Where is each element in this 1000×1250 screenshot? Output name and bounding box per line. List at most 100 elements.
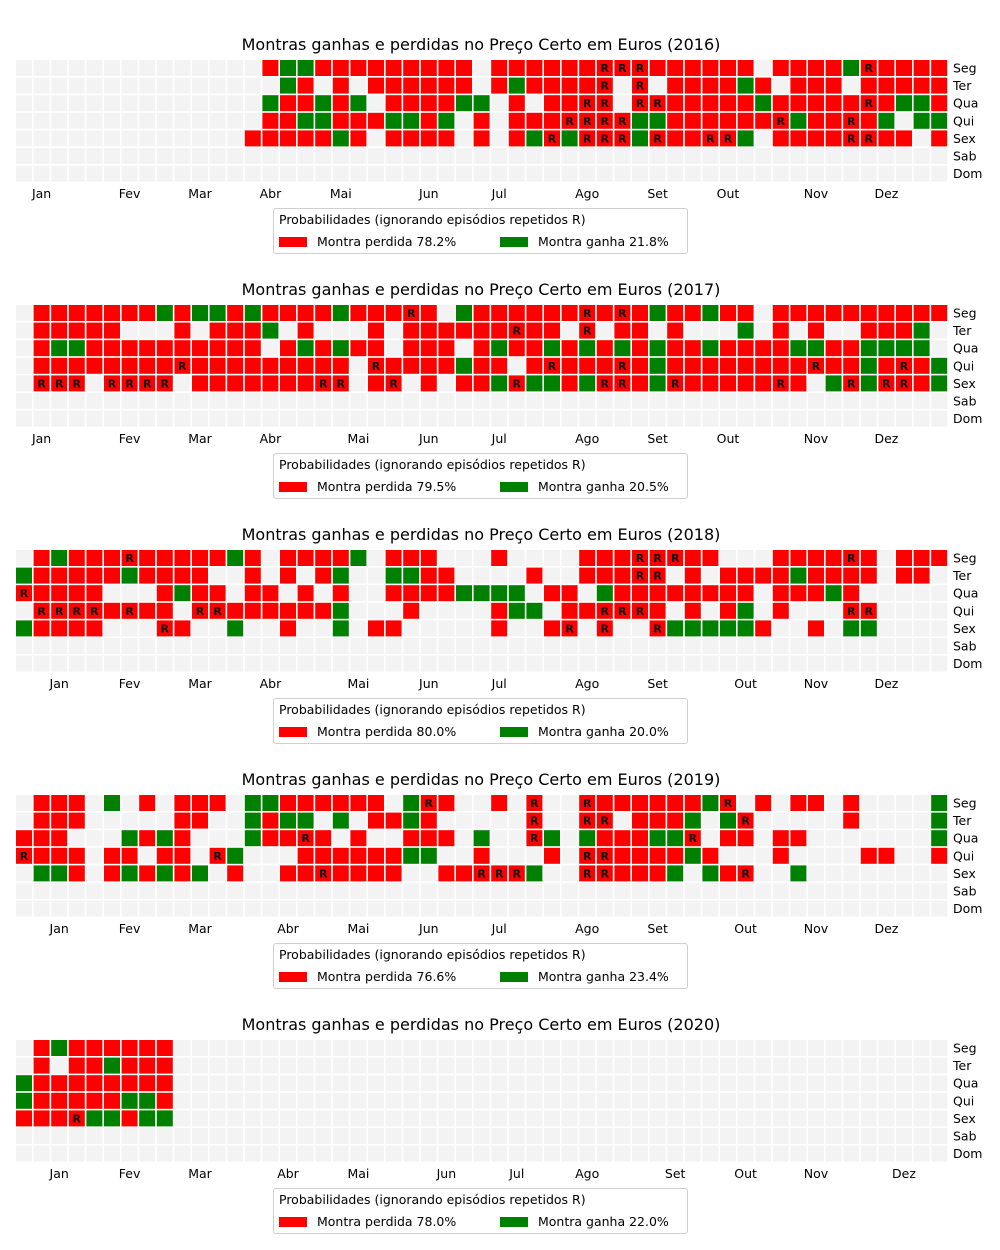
empty-cell [33, 77, 50, 94]
empty-cell [526, 883, 543, 899]
empty-cell [737, 1057, 754, 1074]
won-cell [456, 305, 472, 321]
lost-cell [526, 77, 543, 94]
empty-cell [667, 1075, 684, 1092]
repeat-mark: R [495, 867, 504, 880]
won-cell [931, 112, 948, 129]
won-cell [332, 130, 349, 147]
empty-cell [825, 865, 842, 882]
empty-cell [209, 1075, 226, 1092]
empty-cell [332, 655, 349, 672]
empty-cell [667, 638, 684, 654]
empty-cell [755, 322, 772, 339]
lost-cell [51, 585, 68, 602]
lost-cell [702, 77, 719, 94]
lost-cell [720, 60, 736, 76]
won-cell [438, 112, 455, 129]
repeat-cell [614, 130, 631, 147]
empty-cell [491, 1075, 508, 1092]
won-cell [526, 602, 543, 619]
repeat-cell [632, 60, 648, 76]
lost-cell [473, 847, 490, 864]
won-cell [508, 585, 525, 602]
empty-cell [579, 1075, 596, 1092]
empty-cell [720, 1110, 736, 1127]
empty-cell [332, 148, 349, 164]
empty-cell [51, 655, 68, 672]
lost-cell [913, 567, 930, 584]
lost-cell [878, 847, 895, 864]
lost-cell [174, 847, 191, 864]
lost-cell [139, 830, 156, 847]
empty-cell [403, 655, 420, 672]
lost-cell [104, 305, 120, 321]
lost-cell [596, 305, 613, 321]
empty-cell [332, 410, 349, 427]
lost-cell [860, 112, 877, 129]
repeat-mark: R [847, 377, 856, 390]
won-cell [702, 340, 719, 357]
month-label: Fev [119, 186, 141, 201]
won-cell [843, 620, 860, 637]
empty-cell [526, 1092, 543, 1109]
lost-cell [667, 357, 684, 374]
empty-cell [772, 883, 789, 899]
empty-cell [913, 812, 930, 829]
empty-cell [104, 620, 120, 637]
empty-cell [737, 1145, 754, 1162]
repeat-mark: R [73, 605, 82, 618]
lost-cell [649, 60, 666, 76]
lost-cell [720, 567, 736, 584]
repeat-cell [843, 602, 860, 619]
empty-cell [825, 812, 842, 829]
empty-cell [526, 1057, 543, 1074]
won-cell [315, 112, 332, 129]
repeat-mark: R [372, 360, 381, 373]
lost-cell [825, 550, 842, 566]
lost-cell [790, 550, 807, 566]
empty-cell [315, 1057, 332, 1074]
empty-cell [544, 865, 560, 882]
day-label: Ter [952, 813, 972, 828]
empty-cell [720, 1128, 736, 1144]
empty-cell [368, 1092, 384, 1109]
legend-entry-lost: Montra perdida 76.6% [279, 969, 456, 984]
empty-cell [790, 847, 807, 864]
lost-cell [860, 322, 877, 339]
repeat-mark: R [618, 377, 627, 390]
won-cell [684, 847, 701, 864]
repeat-cell [596, 620, 613, 637]
day-label: Dom [953, 166, 982, 181]
empty-cell [192, 655, 208, 672]
empty-cell [737, 655, 754, 672]
empty-cell [121, 883, 138, 899]
won-cell [720, 812, 736, 829]
lost-cell [579, 357, 596, 374]
empty-cell [860, 1075, 877, 1092]
lost-cell [68, 357, 85, 374]
empty-cell [931, 410, 948, 427]
lost-cell [368, 812, 384, 829]
empty-cell [491, 1128, 508, 1144]
lost-cell [737, 112, 754, 129]
won-cell [913, 322, 930, 339]
lost-cell [121, 1110, 138, 1127]
empty-cell [772, 865, 789, 882]
empty-cell [825, 148, 842, 164]
month-label: Out [734, 921, 757, 936]
empty-cell [526, 1128, 543, 1144]
empty-cell [702, 1110, 719, 1127]
empty-cell [508, 1040, 525, 1056]
empty-cell [825, 165, 842, 182]
repeat-cell [579, 795, 596, 811]
lost-cell [790, 375, 807, 392]
empty-cell [86, 375, 103, 392]
empty-cell [315, 77, 332, 94]
empty-cell [139, 148, 156, 164]
won-cell [931, 812, 948, 829]
repeat-cell [596, 95, 613, 112]
empty-cell [508, 1145, 525, 1162]
lost-cell [280, 340, 296, 357]
empty-cell [368, 830, 384, 847]
empty-cell [51, 900, 68, 917]
